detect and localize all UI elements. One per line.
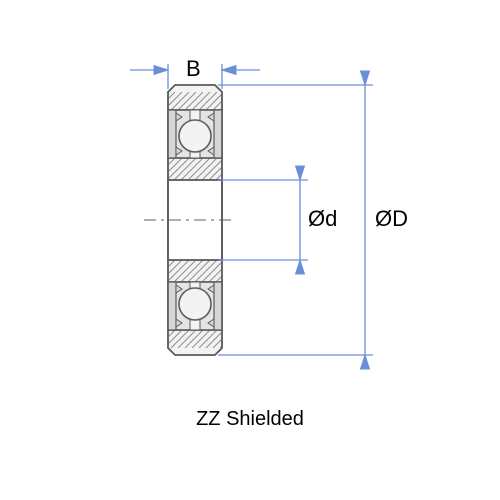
bearing-section	[144, 85, 259, 355]
dim-label-width: B	[186, 56, 201, 82]
caption: ZZ Shielded	[0, 408, 500, 431]
dim-label-outer-diameter: ØD	[375, 206, 408, 232]
page: B Ød ØD ZZ Shielded	[0, 0, 500, 500]
dim-bore-d	[218, 166, 308, 274]
dim-label-bore-diameter: Ød	[308, 206, 337, 232]
bearing-svg	[60, 50, 420, 380]
bearing-drawing: B Ød ØD	[60, 50, 420, 380]
dim-outer-D	[218, 71, 373, 369]
